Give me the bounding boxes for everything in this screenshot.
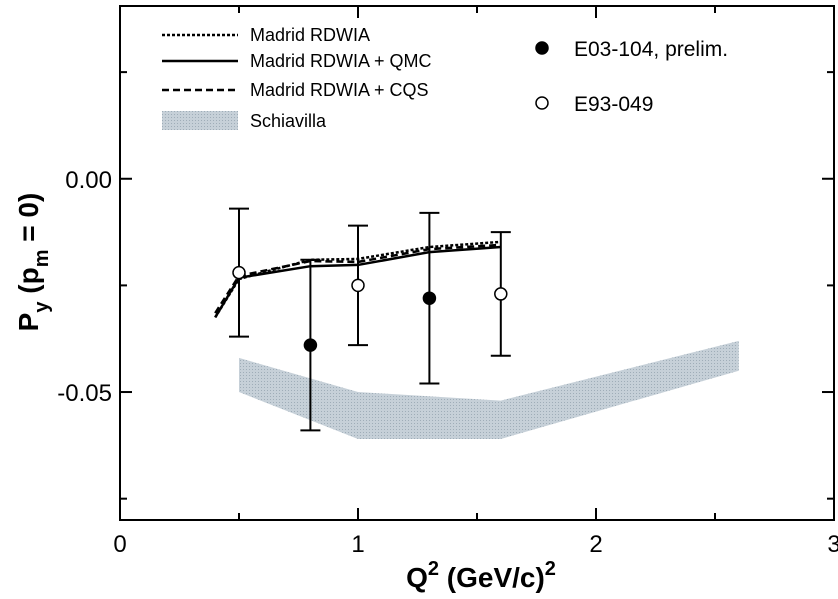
- legend-marker-e93-049: [535, 96, 549, 110]
- legend-label-madrid-rdwia-cqs: Madrid RDWIA + CQS: [250, 80, 429, 100]
- legend-label-madrid-rdwia: Madrid RDWIA: [250, 25, 370, 45]
- legend: Madrid RDWIA Madrid RDWIA + QMC Madrid R…: [162, 25, 728, 131]
- ticks-layer: [119, 6, 835, 520]
- x-tick-label: 0: [113, 531, 126, 558]
- marker: [422, 291, 437, 305]
- x-axis-title-sup2: 2: [545, 558, 556, 580]
- x-tick-label: 3: [827, 531, 838, 558]
- y-axis-title: Py (pm = 0): [13, 193, 53, 332]
- legend-marker-e03-104: [535, 41, 549, 55]
- legend-label-e93-049: E93-049: [574, 93, 653, 116]
- y-axis-title-sub: y: [31, 301, 53, 313]
- marker: [351, 278, 365, 293]
- series-line-madrid-rdwia-cqs: [214, 243, 501, 314]
- band-layer: [239, 340, 739, 439]
- plot-frame: [119, 5, 835, 521]
- y-axis-title-rest2: = 0): [13, 193, 44, 250]
- series-lines-layer: [214, 240, 501, 319]
- y-axis-title-rest1: (p: [13, 267, 44, 301]
- marker: [303, 338, 318, 352]
- data-point-e03-104: [300, 258, 321, 432]
- legend-label-e03-104: E03-104, prelim.: [574, 38, 728, 61]
- x-tick-label: 2: [589, 531, 602, 558]
- x-axis-title-rest: (GeV/c): [439, 562, 545, 593]
- marker: [494, 287, 508, 301]
- data-point-e03-104: [419, 211, 440, 385]
- data-points-layer: [229, 207, 511, 432]
- axes-layer: [119, 5, 835, 521]
- marker: [232, 265, 246, 280]
- x-axis-title-sup: 2: [428, 558, 439, 580]
- legend-label-madrid-rdwia-qmc: Madrid RDWIA + QMC: [250, 51, 432, 71]
- y-axis-title-sub2: m: [31, 249, 53, 267]
- legend-label-schiavilla: Schiavilla: [250, 111, 327, 131]
- data-point-e93-049: [348, 224, 368, 347]
- schiavilla-band: [239, 340, 739, 439]
- legend-swatch-schiavilla: [162, 111, 238, 130]
- data-point-e93-049: [229, 207, 249, 338]
- y-tick-label: 0.00: [65, 167, 112, 194]
- y-tick-label: -0.05: [57, 380, 112, 407]
- x-axis-title: Q2 (GeV/c)2: [406, 558, 556, 593]
- x-tick-label: 1: [351, 531, 364, 558]
- tick-labels-layer: 0 1 2 3 0.00 -0.05: [57, 167, 838, 558]
- y-axis-title-main: P: [13, 313, 44, 332]
- x-axis-title-main: Q: [406, 562, 428, 593]
- data-point-e93-049: [490, 231, 511, 357]
